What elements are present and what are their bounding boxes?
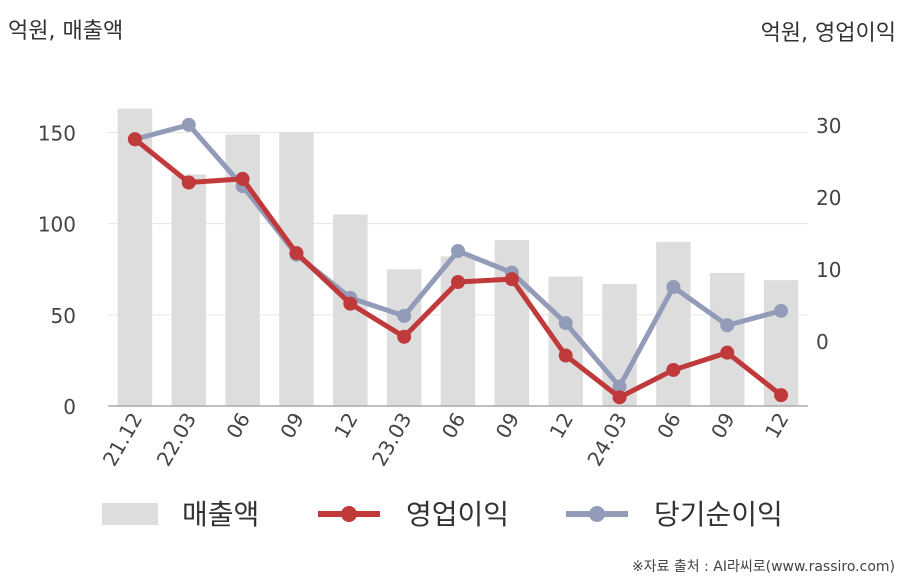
point (666, 362, 681, 377)
line-series (127, 117, 789, 405)
right-axis-label: 억원, 영업이익 (761, 21, 896, 46)
x-tick-label: 09 (706, 409, 740, 443)
point (774, 303, 789, 318)
point (720, 345, 735, 360)
point (451, 244, 465, 258)
point (774, 388, 789, 403)
point (127, 132, 142, 147)
right-tick-label: 0 (816, 330, 829, 354)
x-tick-label: 22.03 (152, 409, 201, 471)
legend: 매출액 영업이익 당기순이익 (102, 498, 783, 531)
legend-label: 당기순이익 (654, 498, 783, 531)
point (181, 175, 196, 190)
point (558, 348, 573, 363)
x-tick-label: 12 (545, 409, 579, 443)
right-tick-label: 10 (816, 258, 841, 282)
left-tick-label: 0 (63, 395, 76, 419)
legend-swatch-marker (341, 506, 357, 522)
legend-swatch-revenue (102, 503, 158, 525)
left-tick-label: 150 (38, 121, 76, 145)
left-tick-label: 100 (38, 213, 76, 237)
point (181, 117, 196, 132)
point (666, 280, 681, 295)
right-tick-label: 30 (816, 114, 841, 138)
bar (171, 174, 206, 406)
legend-label: 매출액 (182, 498, 259, 531)
point (558, 316, 573, 331)
x-tick-label: 06 (652, 409, 686, 443)
left-axis-ticks: 0 50 100 150 (38, 121, 76, 419)
x-tick-label: 06 (221, 409, 255, 443)
point (504, 272, 519, 287)
legend-label: 영업이익 (406, 498, 509, 531)
x-tick-label: 12 (760, 409, 794, 443)
bar (279, 132, 314, 406)
right-tick-label: 20 (816, 186, 841, 210)
point (397, 329, 412, 344)
x-tick-label: 23.03 (367, 409, 416, 471)
left-axis-label: 억원, 매출액 (8, 19, 123, 44)
x-tick-label: 06 (437, 409, 471, 443)
point (289, 246, 304, 261)
bar-series-revenue (117, 108, 799, 406)
point (343, 296, 358, 311)
x-tick-label: 21.12 (98, 409, 147, 471)
point (612, 379, 627, 394)
left-tick-label: 50 (51, 304, 76, 328)
bar (710, 272, 745, 406)
point (397, 308, 412, 323)
point (451, 275, 465, 289)
x-tick-label: 09 (491, 409, 525, 443)
bar (494, 240, 530, 406)
point (720, 318, 735, 333)
right-axis-ticks: 0 10 20 30 (816, 114, 841, 354)
x-tick-label: 12 (329, 409, 363, 443)
bar (656, 241, 691, 406)
bar (117, 108, 153, 406)
legend-swatch-marker (589, 506, 605, 522)
x-axis-ticks: 21.12 22.03 06 09 12 23.03 06 09 12 24.03 06 09 12 (98, 409, 794, 471)
point (612, 390, 627, 405)
x-tick-label: 24.03 (582, 409, 631, 471)
source-note: ※자료 출처 : AI라씨로(www.rassiro.com) (632, 559, 895, 575)
x-tick-label: 09 (275, 409, 309, 443)
point (235, 171, 250, 186)
